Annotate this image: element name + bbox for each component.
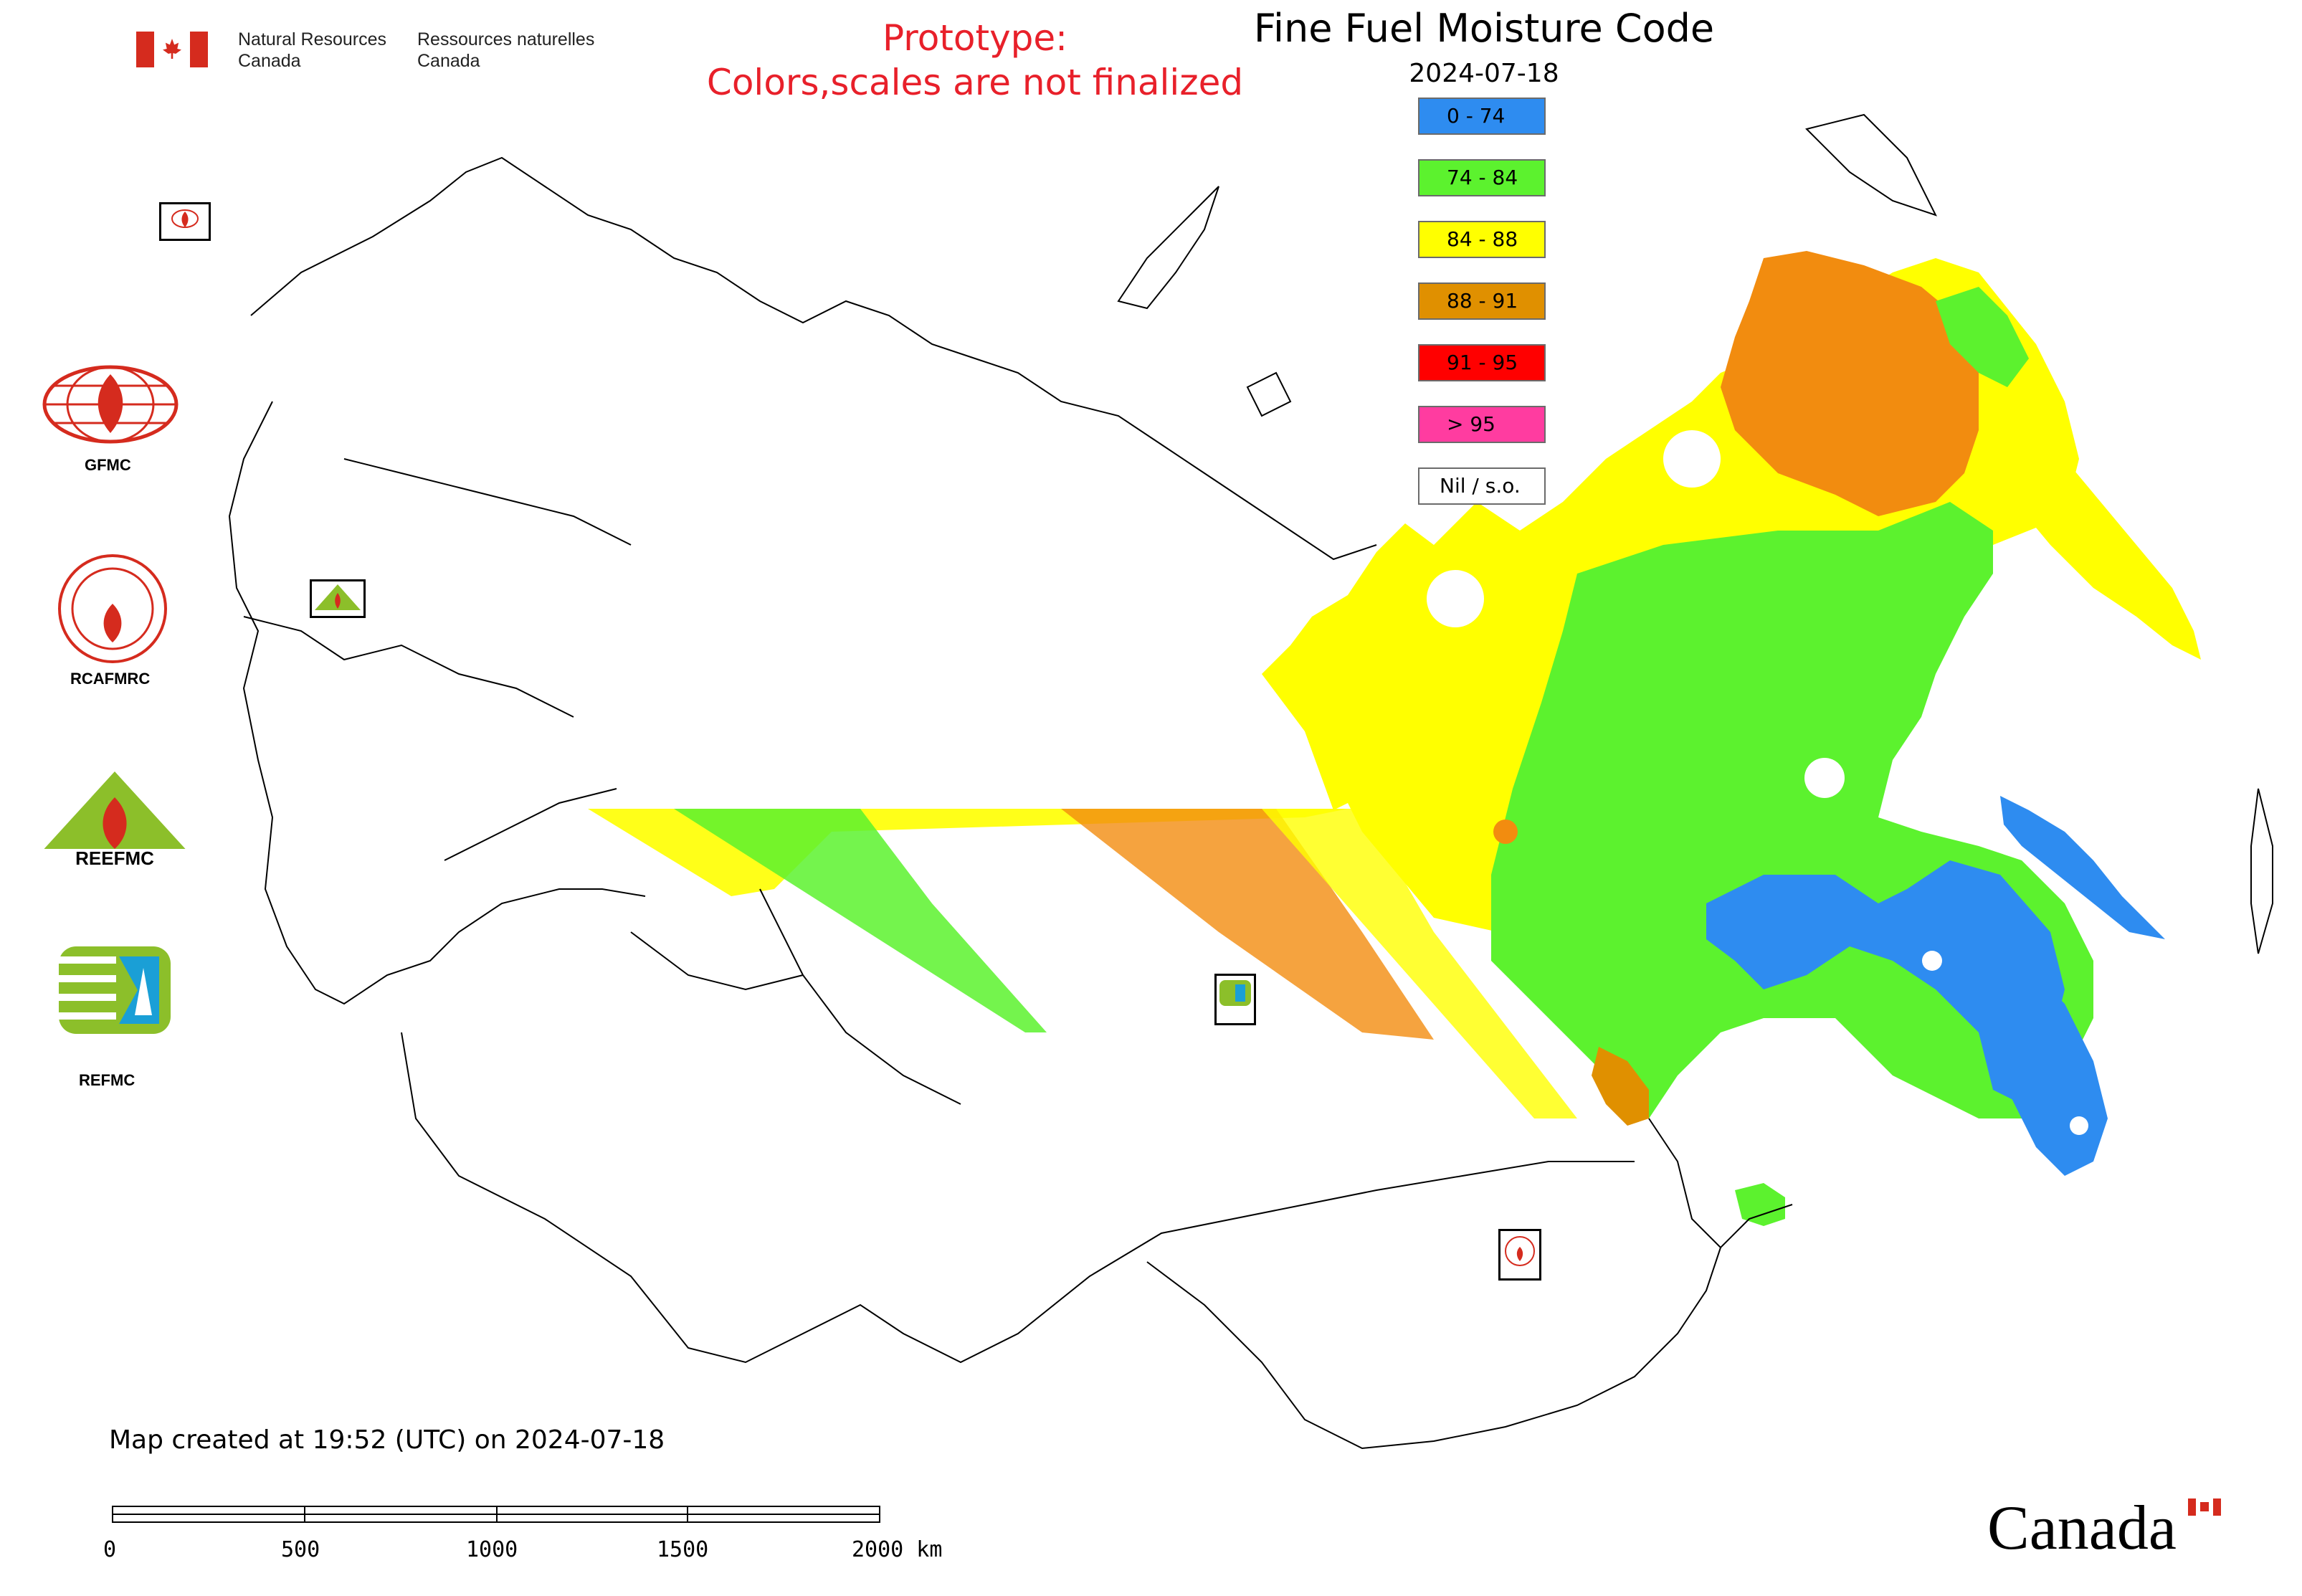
prototype-line1: Prototype: [882,17,1068,59]
rcafmrc-logo [57,554,168,664]
prototype-notice: Prototype: Colors,scales are not finaliz… [645,16,1305,105]
nil-hole [1804,758,1845,798]
rcafmrc-marker [1498,1229,1541,1281]
nil-hole [2070,1116,2088,1135]
gov-fr-line1: Ressources naturelles [417,29,595,49]
internal-border-3 [444,788,617,861]
nil-hole [1688,1097,1724,1133]
legend-label: 0 - 74 [1447,104,1506,128]
internal-border-4 [759,888,961,1105]
ffmc-data-layer [588,251,2201,1226]
orange-spot [1493,820,1518,844]
refmc-marker [1214,974,1256,1025]
legend-item-95-plus: > 95 [1418,406,1546,443]
island-novaya [1117,186,1219,310]
refmc-logo [59,946,171,1034]
sakhalin [2250,788,2273,954]
scale-tick-0: 0 [103,1537,117,1562]
canada-wordmark: Canada [1987,1494,2231,1563]
border-central-asia [401,1032,1635,1364]
map-date: 2024-07-18 [1409,59,1559,88]
ffmc-green-east [1936,287,2029,387]
legend-label: > 95 [1447,412,1495,436]
rcafmrc-label: RCAFMRC [70,670,151,688]
prototype-line2: Colors,scales are not finalized [706,62,1244,103]
gov-en-line1: Natural Resources [238,29,387,49]
island-north-2 [1805,113,1937,217]
canada-flag-small-icon [2188,1498,2221,1516]
border-east [1648,1118,1793,1249]
legend-item-91-95: 91 - 95 [1418,344,1546,381]
triangle-fire-icon [315,584,361,610]
ffmc-artifact-yellow-2 [1262,809,1577,1118]
gov-name-en: Natural Resources Canada [238,29,386,72]
scale-tick-1000: 1000 [466,1537,518,1562]
ffmc-orange-region [1721,251,1979,516]
canada-wordmark-text: Canada [1987,1493,2177,1563]
scale-tick-2000: 2000 km [852,1537,943,1562]
seal-fire-icon [58,554,167,663]
canada-flag-icon [136,32,208,67]
ffmc-green-island [1735,1183,1785,1226]
triangle-fire-icon: REEFMC [37,771,192,869]
gfmc-label: GFMC [85,456,131,474]
legend-label: 84 - 88 [1447,227,1518,251]
nil-hole [1427,570,1484,627]
gov-name-fr: Ressources naturelles Canada [417,29,594,72]
ffmc-blue-island [2000,796,2165,939]
scale-tick-1500: 1500 [657,1537,709,1562]
legend-item-0-74: 0 - 74 [1418,98,1546,135]
legend-label: 91 - 95 [1447,351,1518,374]
nil-hole [1922,951,1942,971]
globe-fire-icon [42,365,179,444]
refmc-label: REFMC [79,1071,135,1089]
internal-border-2 [343,458,632,546]
ffmc-yellow-peninsula [1986,344,2201,660]
border-west [228,401,646,1005]
nil-hole [1663,430,1721,488]
gov-en-line2: Canada [238,51,301,71]
border-mongolia [1146,1247,1721,1450]
map-title: Fine Fuel Moisture Code [1253,6,1715,51]
ffmc-artifact-green [674,809,1047,1032]
gov-fr-line2: Canada [417,51,480,71]
sigma-stripes-icon [1219,980,1251,1006]
svg-text:REEFMC: REEFMC [75,847,154,869]
seal-fire-icon [1505,1236,1535,1266]
legend-item-nil: Nil / s.o. [1418,467,1546,505]
boundary-lines [228,113,2273,1450]
map-created-text: Map created at 19:52 (UTC) on 2024-07-18 [109,1425,665,1455]
globe-fire-icon [171,209,199,228]
sigma-stripes-icon [59,946,171,1034]
legend-label: 74 - 84 [1447,166,1518,189]
legend-item-88-91: 88 - 91 [1418,282,1546,320]
reefmc-marker [310,579,366,618]
internal-border-1 [243,616,574,718]
scale-tick-500: 500 [281,1537,320,1562]
legend-label: Nil / s.o. [1440,474,1521,498]
legend-item-74-84: 74 - 84 [1418,159,1546,196]
scale-bar [112,1506,880,1523]
gfmc-logo [42,364,179,445]
ffmc-blue-region [1706,860,2065,1104]
coastline-west [250,156,1377,561]
reefmc-logo: REEFMC [37,769,192,869]
ffmc-orange-south [1592,1047,1649,1126]
island-north-1 [1246,371,1292,417]
ffmc-artifact-orange [1061,809,1434,1040]
legend-label: 88 - 91 [1447,289,1518,313]
legend-item-84-88: 84 - 88 [1418,221,1546,258]
internal-border-5 [630,931,804,991]
gfmc-marker [159,202,211,241]
